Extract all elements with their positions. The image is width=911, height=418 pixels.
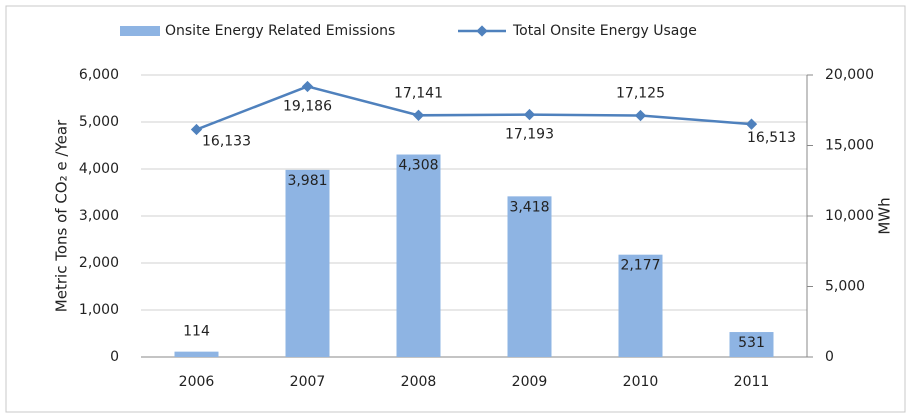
y2-tick-label: 15,000	[825, 138, 874, 154]
line-value-label: 16,513	[747, 130, 796, 146]
line-marker	[190, 123, 203, 136]
legend-label: Total Onsite Energy Usage	[512, 23, 697, 39]
y-tick-label: 0	[110, 349, 119, 365]
y-tick-label: 6,000	[79, 67, 119, 83]
bar	[396, 154, 441, 357]
line	[196, 85, 752, 131]
x-tick-label: 2007	[290, 374, 326, 390]
x-tick-label: 2009	[512, 374, 548, 390]
line-value-label: 17,125	[616, 86, 665, 102]
bar	[507, 196, 552, 357]
bar-value-label: 531	[738, 335, 765, 351]
bar-value-label: 3,418	[509, 199, 549, 215]
x-tick-label: 2006	[179, 374, 215, 390]
line-value-label: 19,186	[283, 98, 332, 114]
line-value-label: 17,141	[394, 85, 443, 101]
y-tick-label: 5,000	[79, 114, 119, 130]
line-value-label: 16,133	[202, 134, 251, 150]
bar-value-label: 2,177	[620, 258, 660, 274]
y2-tick-label: 5,000	[825, 279, 865, 295]
y-tick-label: 4,000	[79, 161, 119, 177]
x-tick-label: 2010	[623, 374, 659, 390]
bar-value-label: 114	[183, 324, 210, 340]
bar	[174, 351, 219, 357]
y2-axis-title: MWh	[876, 197, 894, 234]
bar	[285, 169, 330, 357]
y-tick-label: 2,000	[79, 255, 119, 271]
bar-value-label: 4,308	[398, 158, 438, 174]
y-tick-label: 3,000	[79, 208, 119, 224]
line-value-label: 17,193	[505, 127, 554, 143]
x-tick-label: 2008	[401, 374, 437, 390]
bar-value-label: 3,981	[287, 173, 327, 189]
legend-swatch	[120, 26, 160, 36]
x-tick-label: 2011	[734, 374, 770, 390]
y2-tick-label: 10,000	[825, 208, 874, 224]
bar	[618, 254, 663, 357]
legend-label: Onsite Energy Related Emissions	[165, 23, 395, 39]
y2-tick-label: 20,000	[825, 67, 874, 83]
y-tick-label: 1,000	[79, 302, 119, 318]
y-axis-title: Metric Tons of CO₂ e /Year	[53, 119, 71, 312]
y2-tick-label: 0	[825, 349, 834, 365]
bar	[729, 332, 774, 357]
